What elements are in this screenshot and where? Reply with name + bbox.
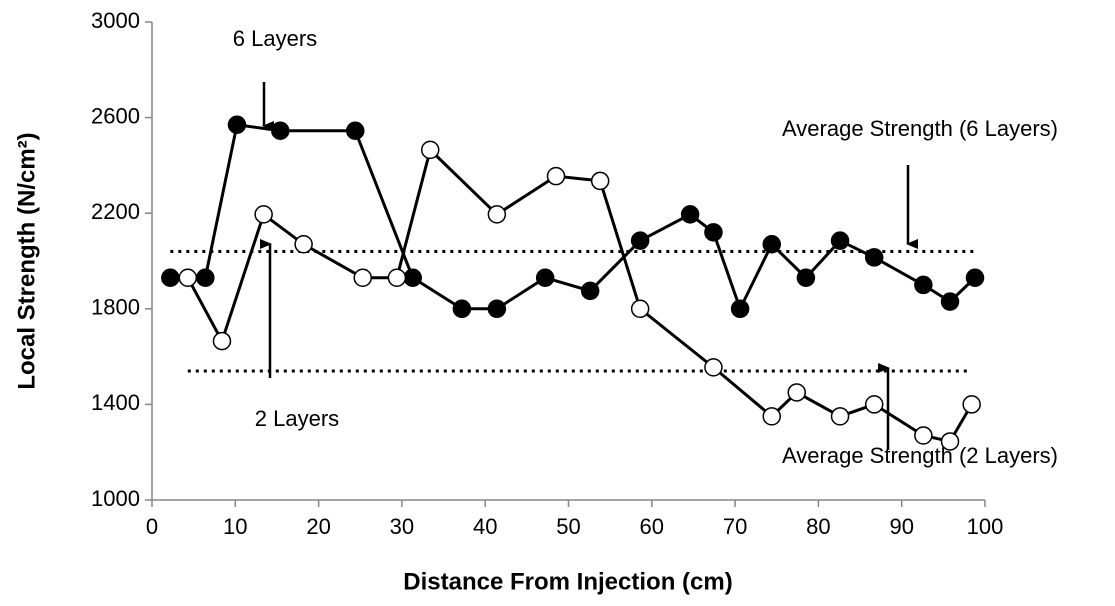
x-tick-label: 60 <box>640 514 664 539</box>
data-point <box>161 268 180 287</box>
x-tick-label: 40 <box>473 514 497 539</box>
data-point <box>914 275 933 295</box>
data-point <box>580 281 600 301</box>
y-tick-label: 1800 <box>91 295 140 320</box>
data-point <box>353 268 372 287</box>
data-point <box>830 407 850 426</box>
data-point <box>796 268 816 287</box>
data-point <box>535 268 555 287</box>
average-label: Average Strength (6 Layers) <box>782 116 1058 141</box>
data-point <box>940 432 960 451</box>
data-point <box>294 235 313 254</box>
data-point <box>212 331 232 351</box>
data-point <box>403 268 422 287</box>
x-tick-label: 30 <box>390 514 414 539</box>
data-point <box>271 121 290 140</box>
x-tick-label: 0 <box>146 514 158 539</box>
data-point <box>787 383 806 402</box>
data-point <box>346 121 365 140</box>
y-axis-title: Local Strength (N/cm²) <box>13 132 40 389</box>
series-line <box>186 146 973 444</box>
data-point <box>940 292 960 311</box>
data-point <box>590 171 610 191</box>
data-point <box>487 299 507 319</box>
y-tick-label: 2200 <box>91 199 140 224</box>
data-point <box>227 115 247 135</box>
data-point <box>487 205 507 224</box>
data-point <box>680 205 700 224</box>
average-label: Average Strength (2 Layers) <box>782 443 1058 468</box>
y-tick-label: 1400 <box>91 390 140 415</box>
x-tick-label: 50 <box>556 514 580 539</box>
data-point <box>864 248 884 267</box>
data-point <box>704 223 723 242</box>
x-tick-label: 10 <box>223 514 247 539</box>
data-point <box>965 268 985 287</box>
data-point <box>420 140 440 160</box>
x-axis-title: Distance From Injection (cm) <box>403 568 732 595</box>
data-point <box>387 268 407 287</box>
data-point <box>914 426 933 445</box>
data-point <box>730 299 750 319</box>
x-tick-label: 100 <box>967 514 1004 539</box>
data-point <box>254 205 273 224</box>
series-label: 6 Layers <box>233 26 317 51</box>
x-tick-label: 90 <box>889 514 913 539</box>
data-point <box>762 407 782 426</box>
y-tick-label: 2600 <box>91 103 140 128</box>
data-point <box>630 231 650 250</box>
data-point <box>452 299 472 319</box>
x-tick-label: 80 <box>806 514 830 539</box>
data-point <box>196 268 215 287</box>
y-tick-label: 3000 <box>91 8 140 33</box>
y-tick-label: 1000 <box>91 486 140 511</box>
data-point <box>962 395 981 414</box>
x-tick-label: 70 <box>723 514 747 539</box>
data-point <box>864 395 884 414</box>
data-point <box>178 268 198 287</box>
data-point <box>630 299 650 319</box>
data-point <box>546 166 566 186</box>
series-label: 2 Layers <box>255 406 339 431</box>
data-point <box>762 235 782 254</box>
series-line <box>170 123 977 313</box>
data-point <box>704 358 723 377</box>
data-point <box>830 231 850 250</box>
x-tick-label: 20 <box>306 514 330 539</box>
